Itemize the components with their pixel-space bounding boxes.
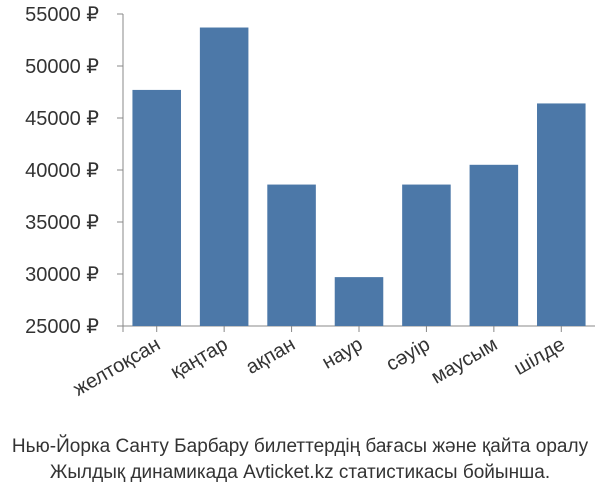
bar (334, 277, 384, 326)
x-tick-label: желтоқсан (70, 333, 165, 400)
x-tick-label: наур (318, 333, 366, 373)
x-tick-label: ақпан (242, 333, 299, 378)
bars (132, 27, 586, 327)
bar (402, 184, 451, 326)
x-tick-label: шілде (510, 333, 569, 380)
chart-caption-line-2: Жылдық динамикада Avticket.kz статистика… (49, 462, 551, 483)
y-axis-ticks: 25000 ₽ 30000 ₽ 35000 ₽ 40000 ₽ 45000 ₽ 50000… (25, 4, 123, 338)
bar (537, 103, 586, 326)
chart-caption-line-1: Нью-Йорка Санту Барбару билеттердің баға… (11, 436, 589, 457)
bar (267, 184, 316, 326)
y-tick-label: 45000 ₽ (25, 108, 99, 130)
y-tick-label: 35000 ₽ (25, 212, 99, 234)
x-tick-label: маусым (428, 333, 502, 388)
bar (469, 164, 519, 326)
y-tick-label: 25000 ₽ (25, 316, 99, 338)
y-tick-label: 50000 ₽ (25, 56, 99, 78)
x-tick-label: сәуір (382, 333, 433, 375)
bar (199, 27, 249, 327)
y-tick-label: 30000 ₽ (25, 264, 99, 286)
x-tick-label: қаңтар (167, 333, 232, 383)
y-tick-label: 55000 ₽ (25, 4, 99, 26)
y-tick-label: 40000 ₽ (25, 160, 99, 182)
bar (132, 89, 181, 326)
